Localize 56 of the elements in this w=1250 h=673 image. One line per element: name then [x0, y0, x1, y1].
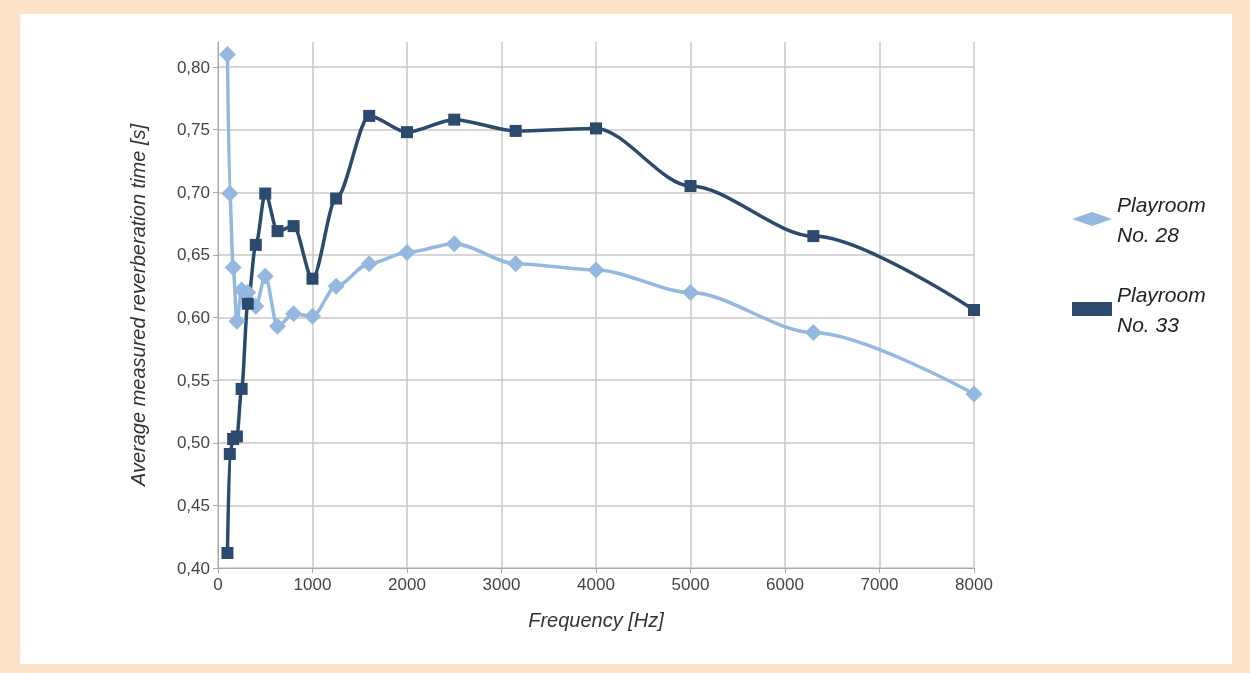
point: [259, 187, 272, 200]
point: [684, 180, 697, 193]
point: [448, 113, 461, 126]
point: [306, 272, 319, 285]
point: [223, 448, 236, 461]
x-tick-label: 2000: [388, 575, 426, 594]
point: [304, 307, 321, 325]
point: [287, 220, 300, 233]
x-tick-label: 6000: [766, 575, 804, 594]
point: [249, 238, 262, 251]
point: [401, 126, 413, 139]
legend-label: Playroom No. 33: [1117, 282, 1212, 336]
point: [271, 225, 284, 238]
x-tick-label: 0: [213, 575, 223, 594]
point: [360, 255, 378, 273]
point: [804, 324, 822, 342]
x-tick-label: 8000: [955, 575, 993, 594]
x-tick-label: 4000: [577, 575, 615, 594]
point: [327, 277, 345, 295]
point: [363, 109, 376, 122]
y-tick-label: 0,80: [176, 57, 210, 77]
point: [509, 124, 522, 137]
point: [330, 192, 343, 205]
point: [221, 546, 234, 559]
x-tick-label: 1000: [293, 575, 332, 594]
y-tick-label: 0,50: [176, 433, 210, 453]
point: [256, 267, 274, 285]
y-tick-label: 0,60: [176, 308, 210, 328]
point: [965, 385, 983, 403]
y-tick-label: 0,70: [176, 182, 210, 202]
y-tick-label: 0,65: [176, 245, 210, 265]
point: [590, 122, 602, 135]
point: [507, 255, 525, 273]
legend-label: Playroom No. 28: [1117, 192, 1212, 246]
y-tick-label: 0,75: [176, 120, 210, 140]
y-tick-label: 0,45: [176, 495, 210, 515]
point: [807, 230, 820, 243]
point: [682, 283, 699, 301]
x-tick-label: 3000: [482, 575, 521, 594]
x-tick-label: 7000: [860, 575, 899, 594]
point: [241, 297, 254, 310]
point: [285, 305, 303, 323]
x-axis-title: Frequency [Hz]: [528, 609, 665, 631]
point: [221, 185, 239, 203]
point: [218, 46, 236, 64]
y-tick-label: 0,55: [176, 370, 210, 390]
point: [587, 261, 605, 279]
point: [445, 235, 463, 253]
x-tick-label: 5000: [671, 575, 710, 594]
point: [235, 382, 248, 395]
point: [968, 304, 980, 317]
point: [224, 258, 242, 276]
y-tick-label: 0,40: [176, 558, 210, 578]
point: [398, 243, 416, 261]
point: [269, 317, 287, 335]
y-axis-title: Average measured reverberation time [s]: [127, 123, 149, 488]
